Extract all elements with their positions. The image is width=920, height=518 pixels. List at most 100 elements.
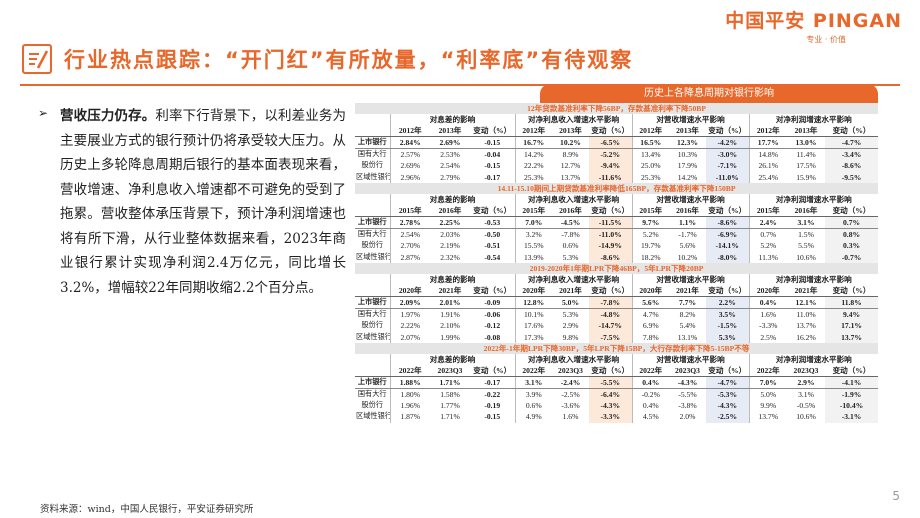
year-header: 2016年 <box>669 205 706 218</box>
table-cell: 22.2% <box>514 160 552 172</box>
table-cell: -7.1% <box>706 160 749 172</box>
table-cell: 11.3% <box>748 251 787 263</box>
table-cell: 2.2% <box>706 296 749 310</box>
row-label: 区域性银行 <box>355 331 391 343</box>
table-row: 上市银行 1.88% 1.71% -0.17 3.1% -2.4% -5.5% 0.4% -4.… <box>355 376 879 389</box>
year-header: 2015年 <box>748 205 787 218</box>
table-cell: -0.7% <box>825 251 879 263</box>
year-header: 变动（%） <box>706 125 749 138</box>
table-cell: -11.6% <box>589 171 632 183</box>
table-cell: 10.6% <box>796 252 816 262</box>
table-cell: 15.5% <box>514 240 552 252</box>
group-header: 对净利润增速水平影响 <box>748 193 879 206</box>
table-cell: 25.3% <box>514 171 552 183</box>
table-cell: 9.9% <box>748 399 787 412</box>
table-cell: -4.1% <box>825 376 879 389</box>
table-cell: 0.6% <box>562 241 579 251</box>
period-title: 2022年-1年期LPR下降30BP，5年LPR下降15BP，大行存款利率下降5… <box>355 342 879 354</box>
table-cell: 2.84% <box>390 136 430 150</box>
table-cell: 1.71% <box>430 376 470 389</box>
year-header: 2022年 <box>631 364 669 377</box>
table-cell: 2.57% <box>400 150 421 160</box>
table-cell: -0.06 <box>484 310 501 320</box>
table-cell: -11.5% <box>589 216 632 230</box>
table-cell: -0.04 <box>484 150 501 160</box>
table-cell: 2.78% <box>390 216 430 230</box>
period-title: 14.11-15.10期间上期贷款基准利率降低165BP，存款基准利率下降150… <box>355 182 879 194</box>
table-cell: 12.3% <box>669 136 706 150</box>
table-cell: 1.1% <box>669 216 706 230</box>
year-header: 2023Q3 <box>787 364 825 377</box>
table-cell: 14.8% <box>748 148 787 161</box>
table-row: 国有大行 2.54% 2.03% -0.50 3.2% -7.8% -11.0% 5.2% -1… <box>355 228 879 241</box>
year-header: 变动（%） <box>470 285 515 298</box>
table-cell: -0.09 <box>470 296 515 310</box>
year-header: 2016年 <box>787 205 825 218</box>
corner-cell <box>355 205 391 218</box>
table-cell: 4.7% <box>631 308 669 321</box>
table-cell: -4.3% <box>589 399 632 412</box>
table-cell: -6.9% <box>706 228 749 241</box>
group-header: 对息差的影响 <box>429 274 476 284</box>
year-header: 2020年 <box>514 285 552 298</box>
table-row: 国有大行 1.97% 1.91% -0.06 10.1% 5.3% -4.8% 4.7% 8.2… <box>355 308 879 321</box>
group-header: 对营收增速水平影响 <box>631 193 749 206</box>
period-title: 2019-2020年1年期LPR下降46BP，5年LPR下降20BP <box>355 262 879 274</box>
table-cell: -2.5% <box>706 411 749 423</box>
table-cell: 2.01% <box>430 296 470 310</box>
year-header: 2015年 <box>390 205 430 218</box>
table-cell: -5.5% <box>678 389 697 399</box>
table-cell: -5.3% <box>706 388 749 400</box>
table-cell: 2.96% <box>400 172 421 182</box>
table-cell: 0.4% <box>748 296 787 310</box>
group-header: 对净利润增速水平影响 <box>748 353 879 365</box>
table-cell: 1.99% <box>440 332 460 342</box>
table-cell: 3.1% <box>787 216 825 230</box>
table-cell: 9.4% <box>825 308 879 321</box>
table-cell: 12.8% <box>514 296 552 310</box>
year-header-row: 2022年 2023Q3 变动（%） 2022年 2023Q3 变动（%） 2022年 202… <box>355 364 879 377</box>
table-cell: 1.87% <box>400 412 421 422</box>
table-cell: 1.97% <box>400 310 421 320</box>
year-header: 2012年 <box>631 125 669 138</box>
table-cell: -0.17 <box>470 376 515 389</box>
table-cell: 5.3% <box>562 252 579 262</box>
year-header: 变动（%） <box>589 285 632 298</box>
year-header: 变动（%） <box>470 125 515 138</box>
logo-slogan: 专业 · 价值 <box>806 35 846 44</box>
table-cell: 14.2% <box>514 148 552 161</box>
table-cell: 10.1% <box>514 308 552 321</box>
table-cell: 2.54% <box>400 230 421 240</box>
year-header: 2015年 <box>514 205 552 218</box>
table-cell: 3.1% <box>798 389 814 399</box>
table-cell: -8.6% <box>589 251 632 263</box>
corner-cell <box>355 125 391 138</box>
table-cell: -2.5% <box>561 389 580 399</box>
table-cell: 17.7% <box>748 136 787 150</box>
table-cell: 2.4% <box>748 216 787 230</box>
table-cell: 8.9% <box>562 150 579 160</box>
group-header-row: 对息差的影响 对净利息收入增速水平影响 对营收增速水平影响 对净利润增速水平影响 <box>355 353 879 365</box>
group-header: 对息差的影响 <box>429 354 476 364</box>
table-cell: 25.3% <box>631 171 669 183</box>
table-cell: 2.69% <box>400 161 421 171</box>
year-header: 2021年 <box>552 285 589 298</box>
table-cell: 1.5% <box>798 230 814 240</box>
table-cell: -0.19 <box>484 401 501 411</box>
table-cell: -0.17 <box>484 172 501 182</box>
period-band: 14.11-15.10期间上期贷款基准利率降低165BP，存款基准利率下降150… <box>355 182 879 194</box>
period-band: 2022年-1年期LPR下降30BP，5年LPR下降15BP，大行存款利率下降5… <box>355 342 879 354</box>
table-row: 区域性银行 2.07% 1.99% -0.08 17.3% 9.8% -7.5% 7.8% 13… <box>355 331 879 343</box>
table-cell: 2.70% <box>400 241 421 251</box>
group-header: 对净利息收入增速水平影响 <box>514 273 632 286</box>
bullet-lead: 营收压力仍存。 <box>60 108 156 124</box>
table-cell: 11.0% <box>796 310 816 320</box>
table-cell: -0.22 <box>484 389 501 399</box>
table-cell: -0.12 <box>484 321 501 331</box>
table-title: 历史上各降息周期对银行影响 <box>540 84 878 103</box>
corner-cell <box>355 273 391 286</box>
row-label: 上市银行 <box>355 216 391 230</box>
year-header: 2023Q3 <box>430 364 470 377</box>
table-cell: 5.5% <box>798 241 814 251</box>
table-cell: 2.9% <box>562 321 579 331</box>
